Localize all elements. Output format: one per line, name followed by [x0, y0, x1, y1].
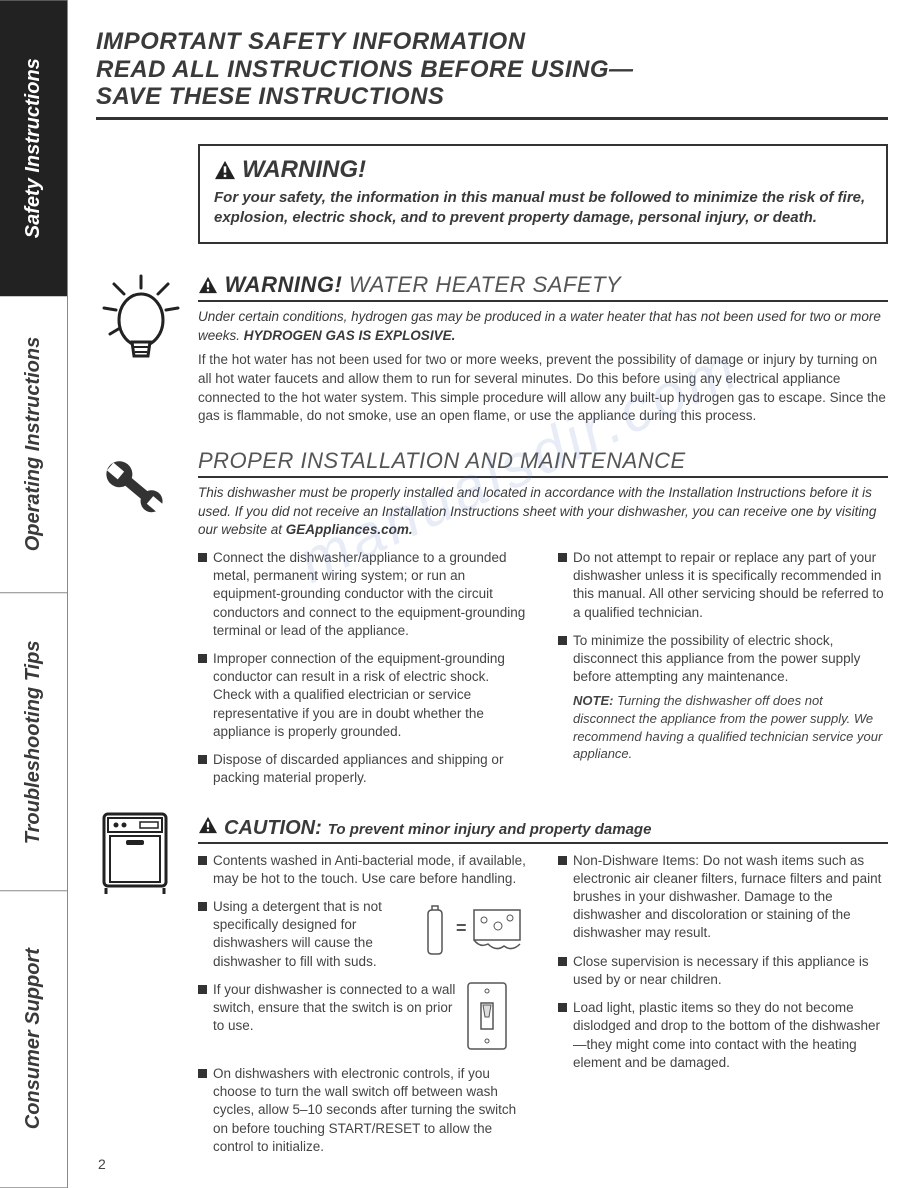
- bullet-item: Connect the dishwasher/appliance to a gr…: [198, 549, 528, 640]
- water-heater-body: If the hot water has not been used for t…: [198, 351, 888, 427]
- installation-intro: This dishwasher must be properly install…: [198, 484, 888, 539]
- bullet-text: Do not attempt to repair or replace any …: [573, 549, 888, 622]
- water-heater-intro: Under certain conditions, hydrogen gas m…: [198, 308, 888, 344]
- installation-title: PROPER INSTALLATION AND MAINTENANCE: [198, 448, 888, 478]
- bullet-text-inner: Using a detergent that is not specifical…: [213, 899, 382, 969]
- bullet-text: Load light, plastic items so they do not…: [573, 999, 888, 1072]
- caution-left-col: Contents washed in Anti-bacterial mode, …: [198, 852, 528, 1166]
- bullet-text: To minimize the possibility of electric …: [573, 632, 888, 687]
- page-header: IMPORTANT SAFETY INFORMATION READ ALL IN…: [96, 28, 888, 111]
- bullet-icon: [198, 856, 207, 865]
- bullet-icon: [198, 985, 207, 994]
- bullet-item: Close supervision is necessary if this a…: [558, 953, 888, 989]
- bullet-item: To minimize the possibility of electric …: [558, 632, 888, 687]
- bullet-icon: [558, 856, 567, 865]
- bullet-icon: [558, 957, 567, 966]
- bullet-icon: [198, 1069, 207, 1078]
- installation-note: NOTE: Turning the dishwasher off does no…: [573, 692, 888, 762]
- bullet-icon: [558, 553, 567, 562]
- header-line-2: READ ALL INSTRUCTIONS BEFORE USING—: [96, 56, 888, 84]
- tab-operating-instructions[interactable]: Operating Instructions: [0, 296, 67, 593]
- bullet-item: = Using a detergent that is not specific…: [198, 898, 528, 971]
- water-heater-title: WARNING! WATER HEATER SAFETY: [198, 272, 888, 302]
- wall-switch-icon: [466, 981, 508, 1051]
- bullet-item: If your dishwasher is connected to a wal…: [198, 981, 528, 1055]
- note-body: Turning the dishwasher off does not disc…: [573, 693, 882, 761]
- page-number: 2: [98, 1156, 106, 1172]
- water-heater-prefix: WARNING!: [225, 272, 343, 297]
- installation-title-text: PROPER INSTALLATION AND MAINTENANCE: [198, 448, 686, 473]
- warning-triangle-icon: [198, 276, 218, 294]
- svg-text:=: =: [456, 918, 467, 938]
- page-root: Safety Instructions Operating Instructio…: [0, 0, 918, 1188]
- bullet-text: = Using a detergent that is not specific…: [213, 898, 528, 971]
- bullet-text: Close supervision is necessary if this a…: [573, 953, 888, 989]
- detergent-equals-suds-icon: =: [418, 900, 528, 956]
- bullet-icon: [558, 1003, 567, 1012]
- caution-subtitle: To prevent minor injury and property dam…: [328, 821, 652, 838]
- bullet-text: Dispose of discarded appliances and ship…: [213, 751, 528, 787]
- bullet-text: On dishwashers with electronic controls,…: [213, 1065, 528, 1156]
- bullet-icon: [198, 755, 207, 764]
- bullet-item: Contents washed in Anti-bacterial mode, …: [198, 852, 528, 888]
- bullet-item: Non-Dishware Items: Do not wash items su…: [558, 852, 888, 943]
- bullet-text: Improper connection of the equipment-gro…: [213, 650, 528, 741]
- bullet-item: Dispose of discarded appliances and ship…: [198, 751, 528, 787]
- bullet-text: Non-Dishware Items: Do not wash items su…: [573, 852, 888, 943]
- bullet-item: Do not attempt to repair or replace any …: [558, 549, 888, 622]
- warning-triangle-icon: [198, 816, 218, 834]
- warning-box-title: WARNING!: [242, 156, 366, 184]
- bullet-text: Connect the dishwasher/appliance to a gr…: [213, 549, 528, 640]
- warning-box-body: For your safety, the information in this…: [214, 188, 872, 229]
- bullet-icon: [198, 902, 207, 911]
- warning-box: WARNING! For your safety, the informatio…: [198, 144, 888, 245]
- bullet-icon: [198, 654, 207, 663]
- tab-safety-instructions[interactable]: Safety Instructions: [0, 0, 67, 296]
- sidebar-tabs: Safety Instructions Operating Instructio…: [0, 0, 68, 1188]
- caution-right-col: Non-Dishware Items: Do not wash items su…: [558, 852, 888, 1166]
- warning-triangle-icon: [214, 160, 236, 180]
- main-content: IMPORTANT SAFETY INFORMATION READ ALL IN…: [68, 0, 918, 1188]
- water-heater-suffix: WATER HEATER SAFETY: [342, 272, 621, 297]
- tab-consumer-support[interactable]: Consumer Support: [0, 891, 67, 1188]
- wrench-icon: [96, 448, 178, 530]
- caution-title: CAUTION: To prevent minor injury and pro…: [198, 816, 888, 844]
- water-heater-intro-bold: HYDROGEN GAS IS EXPLOSIVE.: [244, 328, 456, 343]
- installation-left-col: Connect the dishwasher/appliance to a gr…: [198, 549, 528, 798]
- installation-intro-bold: GEAppliances.com.: [286, 522, 413, 537]
- note-label: NOTE:: [573, 693, 613, 708]
- dishwasher-icon: [96, 808, 174, 896]
- tab-troubleshooting-tips[interactable]: Troubleshooting Tips: [0, 594, 67, 891]
- lightbulb-burst-icon: [96, 272, 186, 367]
- bullet-text: If your dishwasher is connected to a wal…: [213, 981, 528, 1055]
- bullet-item: Improper connection of the equipment-gro…: [198, 650, 528, 741]
- header-line-3: SAVE THESE INSTRUCTIONS: [96, 83, 888, 111]
- header-line-1: IMPORTANT SAFETY INFORMATION: [96, 28, 888, 56]
- bullet-text: Contents washed in Anti-bacterial mode, …: [213, 852, 528, 888]
- bullet-item: Load light, plastic items so they do not…: [558, 999, 888, 1072]
- header-rule: [96, 117, 888, 120]
- installation-right-col: Do not attempt to repair or replace any …: [558, 549, 888, 798]
- bullet-icon: [558, 636, 567, 645]
- bullet-icon: [198, 553, 207, 562]
- bullet-item: On dishwashers with electronic controls,…: [198, 1065, 528, 1156]
- bullet-text-inner: If your dishwasher is connected to a wal…: [213, 982, 455, 1033]
- caution-title-text: CAUTION:: [224, 817, 322, 840]
